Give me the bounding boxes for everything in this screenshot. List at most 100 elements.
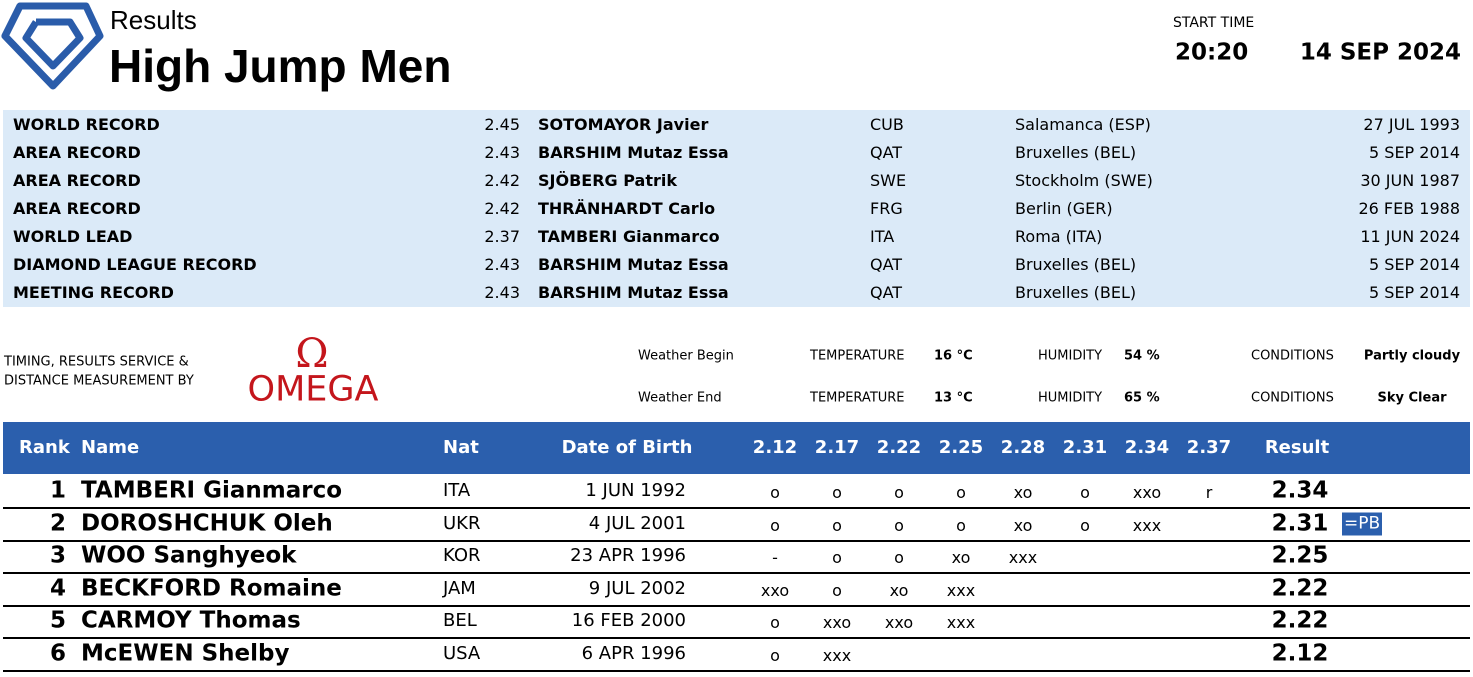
rank: 1 xyxy=(49,477,66,504)
record-type: AREA RECORD xyxy=(13,199,141,218)
row-separator xyxy=(3,572,1470,574)
attempt: xxo xyxy=(1132,483,1162,502)
attempt: o xyxy=(770,483,780,502)
results-header-band xyxy=(3,422,1470,474)
record-type: MEETING RECORD xyxy=(13,283,174,302)
attempt: xxx xyxy=(822,645,852,665)
attempt: xxx xyxy=(1132,515,1162,535)
record-mark: 2.43 xyxy=(484,143,520,162)
record-venue: Stockholm (SWE) xyxy=(1015,171,1153,190)
attempt: o xyxy=(832,548,842,567)
result: 2.12 xyxy=(1271,640,1329,666)
record-nation: QAT xyxy=(870,255,903,274)
omega-symbol: Ω xyxy=(295,331,329,377)
birth-date: 23 APR 1996 xyxy=(570,545,686,566)
record-type: WORLD RECORD xyxy=(13,115,160,134)
humidity-label: HUMIDITY xyxy=(1038,390,1103,406)
attempt: xxx xyxy=(1008,548,1038,567)
col-dob: Date of Birth xyxy=(561,437,693,458)
result: 2.22 xyxy=(1271,607,1329,634)
nation: ITA xyxy=(443,480,471,501)
record-type: AREA RECORD xyxy=(13,171,141,190)
attempt: o xyxy=(832,483,842,502)
record-venue: Bruxelles (BEL) xyxy=(1015,143,1137,162)
athlete-name: CARMOY Thomas xyxy=(81,607,301,634)
row-separator xyxy=(3,669,1470,672)
record-nation: FRG xyxy=(870,199,903,218)
humidity: 54 % xyxy=(1124,348,1160,364)
col-height: 2.28 xyxy=(1000,437,1046,458)
record-date: 5 SEP 2014 xyxy=(1369,283,1460,302)
records-panel xyxy=(3,110,1470,307)
row-separator xyxy=(3,507,1470,509)
attempt: o xyxy=(770,613,780,632)
record-venue: Roma (ITA) xyxy=(1015,227,1103,246)
rank: 4 xyxy=(49,575,66,601)
record-date: 26 FEB 1988 xyxy=(1358,199,1460,218)
birth-date: 6 APR 1996 xyxy=(581,642,686,664)
record-mark: 2.43 xyxy=(484,255,520,274)
attempt: o xyxy=(1080,515,1090,535)
result-note: =PB xyxy=(1342,512,1383,535)
subtitle: Results xyxy=(110,5,197,35)
col-rank: Rank xyxy=(19,437,70,458)
omega-text: OMEGA xyxy=(247,369,379,410)
attempt: xxo xyxy=(884,613,914,632)
attempt: o xyxy=(832,580,842,600)
record-nation: QAT xyxy=(870,143,903,162)
record-athlete: SOTOMAYOR Javier xyxy=(538,115,709,134)
col-height: 2.34 xyxy=(1124,437,1170,458)
attempt: xo xyxy=(1013,515,1033,535)
conditions: Sky Clear xyxy=(1377,390,1447,406)
attempt: o xyxy=(894,548,904,567)
row-separator xyxy=(3,637,1470,639)
title: High Jump Men xyxy=(109,40,452,92)
record-athlete: BARSHIM Mutaz Essa xyxy=(538,283,729,302)
record-nation: CUB xyxy=(870,115,904,134)
col-height: 2.25 xyxy=(938,437,984,458)
rank: 6 xyxy=(49,640,66,666)
record-venue: Berlin (GER) xyxy=(1015,199,1113,218)
rank: 3 xyxy=(49,542,66,569)
attempt: o xyxy=(956,515,966,535)
record-date: 5 SEP 2014 xyxy=(1369,255,1460,274)
humidity-label: HUMIDITY xyxy=(1038,348,1103,364)
record-type: AREA RECORD xyxy=(13,143,141,162)
attempt: o xyxy=(770,515,780,535)
record-date: 27 JUL 1993 xyxy=(1363,115,1460,134)
attempt: xo xyxy=(889,580,909,600)
result: 2.22 xyxy=(1271,575,1329,601)
record-date: 11 JUN 2024 xyxy=(1360,227,1460,246)
temperature-label: TEMPERATURE xyxy=(810,390,905,406)
record-athlete: TAMBERI Gianmarco xyxy=(538,227,720,246)
timing-text: DISTANCE MEASUREMENT BY xyxy=(4,373,194,389)
result: 2.31 xyxy=(1271,510,1329,536)
date: 14 SEP 2024 xyxy=(1299,39,1461,66)
conditions-label: CONDITIONS xyxy=(1251,390,1334,406)
col-height: 2.22 xyxy=(876,437,922,458)
nation: UKR xyxy=(443,512,481,534)
record-date: 30 JUN 1987 xyxy=(1360,171,1460,190)
athlete-name: DOROSHCHUK Oleh xyxy=(81,510,333,536)
temperature: 16 °C xyxy=(934,348,973,364)
attempt: - xyxy=(772,548,778,567)
nation: JAM xyxy=(443,577,476,599)
attempt: o xyxy=(770,645,780,665)
nation: KOR xyxy=(443,545,481,566)
record-date: 5 SEP 2014 xyxy=(1369,143,1460,162)
attempt: xo xyxy=(1013,483,1033,502)
record-mark: 2.43 xyxy=(484,283,520,302)
record-venue: Bruxelles (BEL) xyxy=(1015,283,1137,302)
athlete-name: McEWEN Shelby xyxy=(81,640,290,666)
record-type: WORLD LEAD xyxy=(13,227,133,246)
col-name: Name xyxy=(81,437,140,458)
record-athlete: BARSHIM Mutaz Essa xyxy=(538,255,729,274)
attempt: xxo xyxy=(822,613,852,632)
birth-date: 9 JUL 2002 xyxy=(588,577,686,599)
row-separator xyxy=(3,604,1470,607)
attempt: o xyxy=(1080,483,1090,502)
attempt: xxx xyxy=(946,580,976,600)
record-mark: 2.42 xyxy=(484,199,520,218)
weather-label: Weather Begin xyxy=(638,348,734,364)
